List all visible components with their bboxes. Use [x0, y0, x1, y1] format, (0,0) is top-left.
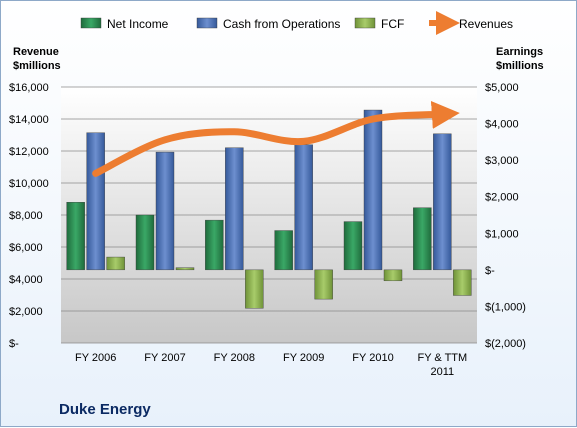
left-axis-tick-label: $4,000 [9, 274, 43, 286]
net-income-legend-label: Net Income [107, 17, 169, 31]
cash-from-operations-legend-label: Cash from Operations [223, 17, 340, 31]
right-axis-tick-label: $(1,000) [485, 301, 526, 313]
left-axis-tick-label: $10,000 [9, 178, 49, 190]
left-axis-tick-label: $2,000 [9, 306, 43, 318]
x-axis-tick-label: FY 2006 [75, 352, 116, 364]
cash-from-operations-bar [225, 148, 243, 270]
right-axis-tick-label: $5,000 [485, 82, 519, 94]
cash-from-operations-legend-swatch [197, 18, 217, 28]
legend: Net Income Cash from Operations FCF Revenue… [81, 17, 513, 31]
cash-from-operations-bar [87, 133, 105, 270]
right-axis-title-line2: $millions [496, 60, 544, 72]
x-axis-tick-label: FY 2007 [144, 352, 185, 364]
left-axis-tick-label: $8,000 [9, 210, 43, 222]
x-axis-tick-label: FY & TTM [417, 352, 467, 364]
left-axis-tick-label: $16,000 [9, 82, 49, 94]
net-income-bar [205, 220, 223, 270]
left-axis-tick-label: $- [9, 338, 19, 350]
fcf-bar [245, 270, 263, 308]
fcf-bar [384, 270, 402, 281]
cash-from-operations-bar [156, 152, 174, 270]
x-axis-tick-label: FY 2010 [352, 352, 393, 364]
right-axis-tick-label: $1,000 [485, 228, 519, 240]
left-axis-tick-label: $12,000 [9, 146, 49, 158]
x-axis-tick-label: FY 2008 [214, 352, 255, 364]
x-axis-tick-label: 2011 [431, 366, 455, 378]
company-name: Duke Energy [59, 401, 151, 418]
left-axis-title-line1: Revenue [13, 46, 59, 58]
left-axis-title-line2: $millions [13, 60, 61, 72]
left-axis-ticks: $- $2,000 $4,000 $6,000 $8,000 $10,000 $12,000… [9, 82, 49, 350]
right-axis-tick-label: $3,000 [485, 155, 519, 167]
net-income-legend-swatch [81, 18, 101, 28]
right-axis-tick-label: $4,000 [485, 119, 519, 131]
fcf-legend-swatch [355, 18, 375, 28]
revenues-legend-label: Revenues [459, 17, 513, 31]
left-axis-tick-label: $14,000 [9, 114, 49, 126]
right-axis-ticks: $(2,000) $(1,000) $- $1,000 $2,000 $3,000 $4,0… [485, 82, 526, 350]
fcf-bar [315, 270, 333, 299]
cash-from-operations-bar [433, 134, 451, 270]
x-axis-ticks: FY 2006 FY 2007 FY 2008 FY 2009 FY 2010 FY & … [75, 352, 467, 378]
right-axis-tick-label: $(2,000) [485, 338, 526, 350]
net-income-bar [275, 231, 293, 270]
right-axis-tick-label: $2,000 [485, 192, 519, 204]
fcf-bar [176, 268, 194, 270]
net-income-bar [136, 215, 154, 270]
net-income-bar [344, 222, 362, 270]
fcf-bar [107, 257, 125, 270]
fcf-legend-label: FCF [381, 17, 404, 31]
cash-from-operations-bar [295, 145, 313, 270]
right-axis-title-line1: Earnings [496, 46, 543, 58]
fcf-bar [453, 270, 471, 296]
x-axis-tick-label: FY 2009 [283, 352, 324, 364]
cash-from-operations-bar [364, 110, 382, 270]
net-income-bar [413, 208, 431, 270]
net-income-bar [67, 202, 85, 270]
left-axis-tick-label: $6,000 [9, 242, 43, 254]
right-axis-tick-label: $- [485, 265, 495, 277]
